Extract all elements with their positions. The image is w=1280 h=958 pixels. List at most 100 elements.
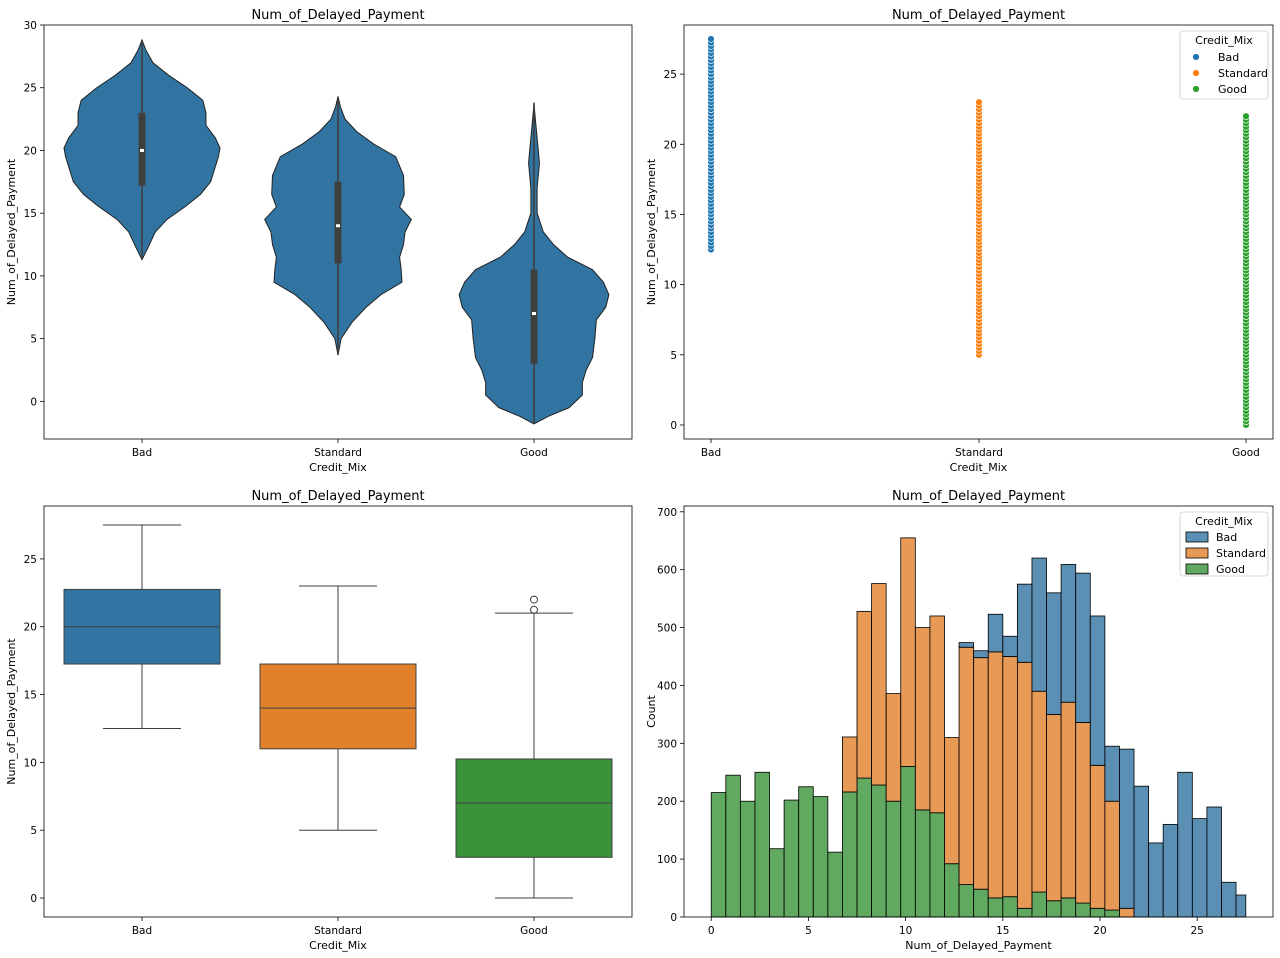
violin-chart: 0 5 10 15 20 25 30 Bad Standard Good Num_of_Delaye… [5, 8, 633, 474]
violin-iqr-box [334, 181, 342, 264]
x-axis-label: Credit_Mix [309, 939, 367, 952]
hist-bar [987, 897, 1004, 918]
hist-bar [1221, 881, 1237, 918]
y-tick-label: 25 [24, 83, 37, 95]
hist-series-good [710, 766, 1120, 918]
y-tick-label: 200 [657, 796, 677, 808]
hist-bar [1089, 907, 1106, 918]
hist-bar [1075, 902, 1091, 918]
hist-bar [725, 774, 741, 918]
legend-label: Standard [1216, 547, 1266, 560]
hist-bar [842, 791, 858, 918]
scatter-series-standard [975, 98, 983, 359]
y-tick-label: 0 [30, 893, 37, 905]
hist-bar [842, 736, 858, 793]
hist-bar [1060, 701, 1077, 899]
hist-bar [1104, 800, 1120, 911]
scatter-series-good [1242, 112, 1250, 429]
y-tick-label: 5 [30, 334, 37, 346]
x-tick-label: 20 [1093, 925, 1106, 937]
legend-box [1179, 30, 1269, 100]
x-tick-label: 0 [708, 925, 715, 937]
hist-bar [1031, 891, 1047, 918]
y-tick-label: 15 [664, 209, 677, 221]
x-tick-label: Good [520, 447, 548, 459]
x-tick-label: Bad [701, 447, 721, 459]
hist-bar [1060, 564, 1077, 703]
scatter-series-bad [707, 35, 715, 254]
hist-bar [1046, 713, 1062, 902]
y-tick-label: 15 [24, 208, 37, 220]
legend-box [1179, 511, 1269, 577]
hist-bar [871, 583, 887, 786]
x-tick-label: 5 [805, 925, 812, 937]
x-axis-label: Num_of_Delayed_Payment [905, 939, 1052, 952]
hist-bar [1031, 690, 1047, 893]
hist-bar [1191, 818, 1208, 918]
x-tick-label: 10 [899, 925, 912, 937]
hist-bar [1119, 748, 1135, 909]
legend-marker [1192, 85, 1200, 93]
y-tick-label: 20 [664, 139, 677, 151]
hist-bar [914, 627, 931, 811]
chart-title: Num_of_Delayed_Payment [892, 489, 1065, 504]
y-axis-label: Num_of_Delayed_Payment [645, 158, 658, 305]
hist-bar [1016, 907, 1033, 918]
hist-bar [929, 615, 945, 814]
violin-median [140, 148, 144, 152]
hist-bar [958, 642, 975, 648]
legend: Credit_Mix Bad Standard Good [1179, 30, 1269, 100]
hist-bar [1016, 583, 1033, 663]
hist-bar [856, 610, 872, 779]
hist-bar [987, 613, 1004, 653]
histogram-chart: 0 100 200 300 400 500 600 700 0 5 10 15 20 25 Num_of_D… [645, 489, 1274, 952]
box-good [455, 595, 613, 899]
hist-bar [1002, 896, 1018, 918]
legend-label: Good [1216, 563, 1245, 576]
y-tick-label: 20 [24, 145, 37, 157]
y-tick-label: 700 [657, 507, 677, 519]
axes-frame [683, 24, 1274, 440]
legend-label: Good [1218, 83, 1247, 96]
y-tick-label: 25 [24, 554, 37, 566]
x-tick-label: Standard [314, 925, 362, 937]
hist-bar [1089, 764, 1106, 909]
y-tick-label: 500 [657, 623, 677, 635]
y-axis-label: Num_of_Delayed_Payment [5, 158, 18, 305]
legend-label: Bad [1218, 51, 1239, 64]
hist-bar [798, 786, 814, 918]
hist-bar [1119, 907, 1135, 918]
y-tick-label: 15 [24, 690, 37, 702]
hist-bar [812, 796, 829, 918]
hist-bar [914, 809, 931, 918]
y-tick-label: 10 [664, 280, 677, 292]
y-tick-label: 300 [657, 738, 677, 750]
legend-label: Bad [1216, 531, 1237, 544]
y-tick-label: 5 [670, 350, 677, 362]
legend-swatch [1185, 547, 1209, 559]
y-tick-label: 100 [657, 854, 677, 866]
hist-bar [1031, 557, 1047, 692]
scatter-point [975, 98, 983, 106]
hist-bar [973, 650, 989, 659]
hist-bar [1060, 897, 1077, 918]
outlier-point [530, 595, 538, 604]
hist-bar [754, 771, 770, 918]
x-tick-label: 25 [1191, 925, 1204, 937]
hist-bar [1133, 785, 1149, 918]
hist-bar [944, 737, 960, 865]
hist-bar [900, 537, 916, 767]
scatter-chart: 0 5 10 15 20 25 Bad Standard Good Num_of_Delayed_… [645, 8, 1274, 474]
y-axis-label: Num_of_Delayed_Payment [5, 638, 18, 785]
hist-bar [856, 777, 872, 918]
hist-bar [1104, 745, 1120, 802]
legend-marker [1192, 69, 1200, 77]
hist-bar [1002, 635, 1018, 657]
hist-bar [871, 784, 887, 918]
hist-bar [827, 851, 843, 918]
scatter-point [707, 35, 715, 43]
legend-marker [1192, 53, 1200, 61]
hist-bar [1046, 592, 1062, 715]
x-tick-label: Good [520, 925, 548, 937]
legend-label: Standard [1218, 67, 1268, 80]
